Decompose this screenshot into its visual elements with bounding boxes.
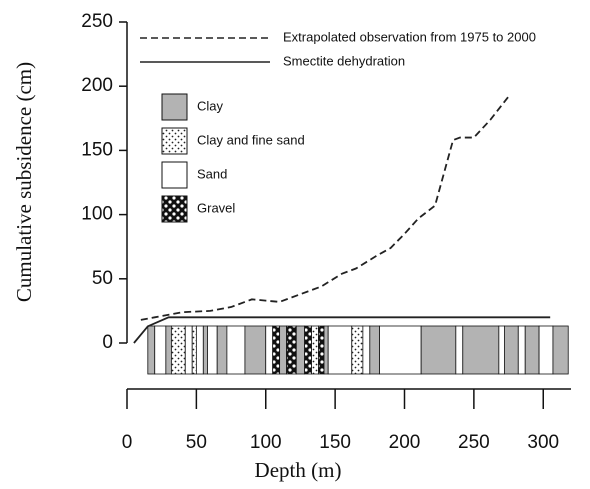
lithology-layer xyxy=(379,325,422,375)
lithology-layer xyxy=(323,325,329,375)
x-tick-label: 50 xyxy=(186,432,207,453)
lithology-layer xyxy=(170,325,186,375)
lithology-layer xyxy=(154,325,167,375)
lithology-layer xyxy=(272,325,281,375)
lithology-layer xyxy=(191,325,197,375)
lithology-layer xyxy=(265,325,274,375)
lithology-layer xyxy=(279,325,287,375)
legend-label: Clay and fine sand xyxy=(197,132,305,147)
lithology-layer xyxy=(147,325,156,375)
y-tick-label: 100 xyxy=(81,204,113,225)
x-tick-label: 200 xyxy=(389,432,421,453)
lithology-layer xyxy=(207,325,218,375)
lithology-layer xyxy=(195,325,204,375)
legend-swatch xyxy=(161,195,188,223)
x-tick-label: 300 xyxy=(527,432,559,453)
lithology-layer xyxy=(202,325,208,375)
lithology-layer xyxy=(455,325,464,375)
lithology-layer xyxy=(327,325,353,375)
lithology-layer xyxy=(369,325,380,375)
lithology-layer xyxy=(244,325,267,375)
x-tick-label: 150 xyxy=(319,432,351,453)
y-tick-label: 250 xyxy=(81,11,113,32)
x-tick-label: 0 xyxy=(122,432,133,453)
lithology-layer xyxy=(524,325,540,375)
y-axis-title: Cumulative subsidence (cm) xyxy=(12,62,36,302)
legend-label: Clay xyxy=(197,98,224,113)
legend-label: Smectite dehydration xyxy=(283,53,405,68)
y-tick-label: 150 xyxy=(81,139,113,160)
lithology-layer xyxy=(503,325,519,375)
series-line xyxy=(133,316,551,344)
series-line xyxy=(140,95,510,321)
x-tick-label: 250 xyxy=(458,432,490,453)
x-axis-title: Depth (m) xyxy=(255,458,342,482)
y-tick-label: 0 xyxy=(102,332,113,353)
lithology-layer xyxy=(216,325,228,375)
lithology-layer xyxy=(517,325,526,375)
legend-swatch xyxy=(161,127,188,155)
lithology-layer xyxy=(295,325,305,375)
lithology-layer xyxy=(538,325,554,375)
lithology-layer xyxy=(165,325,172,375)
lithology-layer xyxy=(184,325,193,375)
lithology-layer xyxy=(286,325,297,375)
legend-swatch xyxy=(161,93,188,121)
lithology-layer xyxy=(362,325,371,375)
lithology-layer xyxy=(351,325,364,375)
x-tick-label: 100 xyxy=(250,432,282,453)
lithology-layer xyxy=(311,325,319,375)
lithology-layer xyxy=(304,325,312,375)
lithology-layer xyxy=(318,325,325,375)
lithology-layer xyxy=(552,325,569,375)
legend-label: Gravel xyxy=(197,200,235,215)
legend-swatch xyxy=(161,161,188,189)
y-tick-label: 50 xyxy=(92,268,113,289)
lithology-layer xyxy=(462,325,500,375)
lithology-layer xyxy=(498,325,505,375)
lithology-layer xyxy=(226,325,246,375)
legend-label: Sand xyxy=(197,166,227,181)
y-tick-label: 200 xyxy=(81,75,113,96)
lithology-layer xyxy=(420,325,457,375)
legend-label: Extrapolated observation from 1975 to 20… xyxy=(283,29,536,44)
